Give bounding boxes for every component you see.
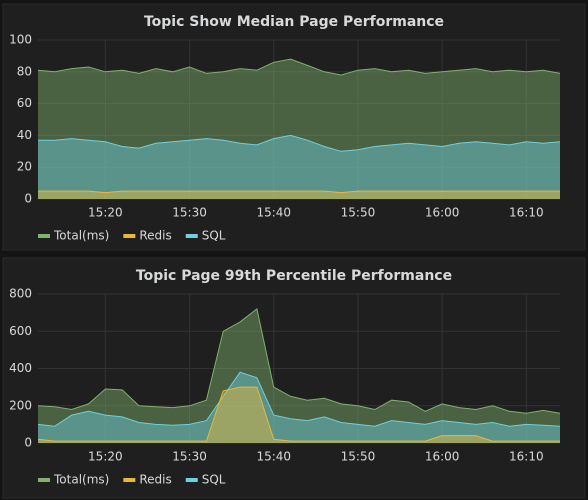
- x-tick-label: 16:00: [425, 450, 460, 464]
- series-area: [38, 135, 560, 199]
- legend-label: Redis: [139, 229, 171, 243]
- x-tick-label: 15:40: [256, 206, 291, 220]
- x-tick-label: 16:10: [509, 450, 544, 464]
- y-tick-label: 600: [9, 324, 32, 338]
- y-tick-label: 0: [24, 436, 32, 450]
- panel: [2, 257, 586, 499]
- legend-label: Total(ms): [53, 229, 109, 243]
- y-tick-label: 200: [9, 398, 32, 412]
- y-tick-label: 400: [9, 361, 32, 375]
- series-area: [38, 191, 560, 199]
- y-tick-label: 60: [17, 96, 32, 110]
- x-tick-label: 15:30: [172, 206, 207, 220]
- legend-label: Total(ms): [53, 473, 109, 487]
- panel: [2, 3, 586, 251]
- y-tick-label: 0: [24, 192, 32, 206]
- series-line: [37, 58, 561, 76]
- legend-label: SQL: [202, 229, 226, 243]
- x-tick-label: 15:50: [341, 450, 376, 464]
- series-line: [38, 134, 561, 152]
- y-tick-label: 800: [9, 287, 32, 301]
- x-tick-label: 15:20: [88, 206, 123, 220]
- y-tick-label: 80: [17, 64, 32, 78]
- panel-title: Topic Show Median Page Performance: [144, 14, 444, 30]
- panel-title: Topic Page 99th Percentile Performance: [136, 268, 452, 284]
- series-area: [38, 59, 560, 199]
- series-line: [37, 386, 560, 442]
- series-line: [37, 371, 561, 427]
- legend-label: Redis: [139, 473, 171, 487]
- x-tick-label: 15:20: [88, 450, 123, 464]
- legend-label: SQL: [202, 473, 226, 487]
- series-line: [37, 308, 561, 414]
- x-tick-label: 16:10: [509, 206, 544, 220]
- x-tick-label: 15:40: [256, 450, 291, 464]
- x-tick-label: 16:00: [425, 206, 460, 220]
- x-tick-label: 15:30: [172, 450, 207, 464]
- series-line: [38, 190, 560, 194]
- y-tick-label: 100: [9, 33, 32, 47]
- y-tick-label: 20: [17, 160, 32, 174]
- x-tick-label: 15:50: [341, 206, 376, 220]
- y-tick-label: 40: [17, 128, 32, 142]
